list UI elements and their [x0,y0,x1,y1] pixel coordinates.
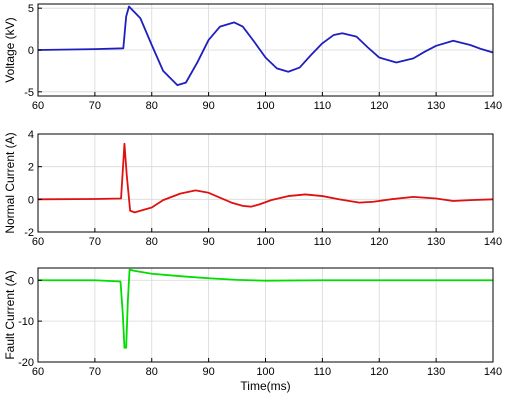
x-tick-label: 130 [427,100,445,112]
subplot-1: 60 70 80 90 100 110 120 130 140 -5 0 5 Voltage (kV) [3,3,502,112]
x-tick-label: 80 [146,100,158,112]
x-tick-label: 100 [256,366,274,378]
x-tick-label: 130 [427,236,445,248]
x-tick-label: 110 [314,366,332,378]
x-tick-label: 120 [370,100,388,112]
y-tick-label: -10 [18,316,34,328]
y-tick-label: 2 [28,162,34,174]
series-line-1 [37,142,494,214]
x-tick-label: 80 [146,366,158,378]
y-tick-label: -20 [18,357,34,369]
x-tick-label: 70 [89,100,101,112]
x-tick-label: 110 [314,236,332,248]
y-tick-label: 4 [28,129,34,141]
subplot-3: 60 70 80 90 100 110 120 130 140 -20 -10 0 Fault Curr… [3,267,502,393]
x-tick-label: 100 [256,100,274,112]
x-tick-label: 140 [484,100,502,112]
y-tick-label: 0 [28,194,34,206]
y-tick-label: 0 [28,275,34,287]
x-tick-label: 120 [370,366,388,378]
x-tick-label: 70 [89,236,101,248]
x-tick-label: 90 [203,100,215,112]
x-tick-label: 120 [370,236,388,248]
x-tick-label: 60 [32,366,44,378]
x-tick-label: 100 [256,236,274,248]
x-tick-label: 140 [484,236,502,248]
y-tick-label: 5 [28,3,34,15]
x-tick-label: 140 [484,366,502,378]
x-tick-label: 70 [89,366,101,378]
subplot-2: 60 70 80 90 100 110 120 130 140 -2 0 2 4 Normal Curre… [3,129,502,248]
x-tick-label: 90 [203,366,215,378]
x-axis-title: Time(ms) [240,379,290,393]
y-tick-label: 0 [28,45,34,57]
x-tick-label: 80 [146,236,158,248]
x-tick-label: 60 [32,100,44,112]
y-axis-title: Fault Current (A) [3,270,17,359]
x-tick-label: 110 [314,100,332,112]
y-tick-label: -2 [24,227,34,239]
x-tick-label: 60 [32,236,44,248]
x-tick-label: 130 [427,366,445,378]
y-axis-title: Voltage (kV) [3,17,17,82]
x-tick-label: 90 [203,236,215,248]
series-line-1 [38,268,493,349]
series-line-1 [37,5,494,87]
y-tick-label: -5 [24,87,34,99]
y-axis-title: Normal Current (A) [3,132,17,233]
